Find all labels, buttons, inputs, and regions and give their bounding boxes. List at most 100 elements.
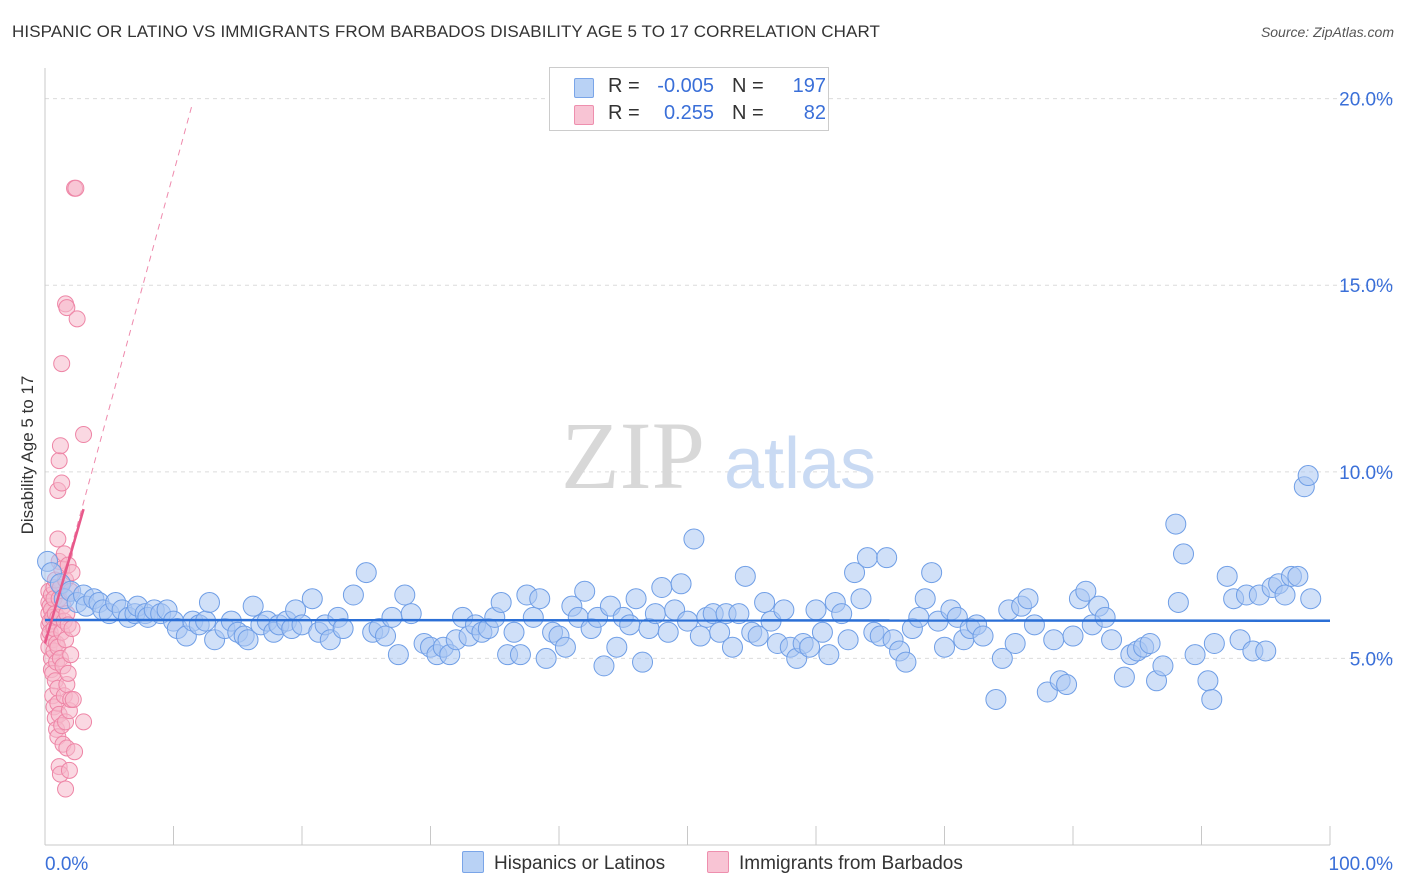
data-point-hispanic [728, 603, 750, 625]
data-point-barbados [49, 530, 67, 548]
data-point-hispanic [1203, 632, 1225, 654]
data-point-hispanic [799, 636, 821, 658]
data-point-hispanic [934, 636, 955, 658]
data-point-hispanic [721, 636, 743, 658]
data-point-barbados [68, 310, 86, 328]
legend-n-label: N = [732, 102, 764, 124]
data-point-hispanic [683, 528, 705, 550]
x-tick-label-max: 100.0% [1329, 854, 1394, 875]
data-point-barbados [57, 780, 75, 798]
data-point-hispanic [1139, 632, 1161, 654]
bottom-legend-label: Immigrants from Barbados [739, 853, 963, 874]
data-point-hispanic [529, 588, 551, 610]
data-point-hispanic [355, 562, 377, 584]
bottom-legend-barbados: Immigrants from Barbados [707, 851, 963, 875]
data-point-hispanic [1300, 588, 1322, 610]
data-point-hispanic [301, 588, 323, 610]
axes [44, 68, 1331, 846]
data-point-barbados [53, 474, 71, 492]
data-point-barbados [60, 761, 78, 779]
data-point-hispanic [895, 651, 917, 673]
data-point-hispanic [625, 588, 647, 610]
data-point-hispanic [689, 625, 711, 647]
data-point-hispanic [670, 573, 692, 595]
legend-swatch-pink [574, 105, 594, 125]
data-point-hispanic [657, 621, 679, 643]
data-point-hispanic [651, 577, 673, 599]
data-point-hispanic [400, 603, 422, 625]
data-point-hispanic [554, 636, 576, 658]
data-point-hispanic [1062, 625, 1084, 647]
data-point-hispanic [237, 629, 259, 651]
data-point-hispanic [1023, 614, 1045, 636]
y-tick-label: 15.0% [1339, 276, 1393, 297]
data-point-barbados [75, 426, 93, 444]
data-point-hispanic [991, 647, 1013, 669]
data-point-hispanic [1165, 513, 1187, 535]
source-label: Source: ZipAtlas.com [1260, 24, 1394, 40]
data-point-hispanic [850, 588, 872, 610]
data-point-hispanic [1004, 632, 1026, 654]
data-point-hispanic [1167, 591, 1189, 613]
watermark: ZIP atlas [561, 402, 876, 509]
data-point-hispanic [490, 591, 512, 613]
correlation-legend: R = -0.005 N = 197 R = 0.255 N = 82 [549, 67, 829, 131]
bottom-legend-label: Hispanics or Latinos [494, 853, 666, 874]
legend-n-label: N = [732, 75, 764, 97]
data-point-hispanic [375, 625, 397, 647]
data-point-barbados [50, 452, 68, 470]
data-point-barbados [64, 690, 82, 708]
data-point-barbados [53, 355, 71, 373]
data-point-hispanic [342, 584, 364, 606]
data-point-barbados [51, 437, 69, 455]
data-point-hispanic [619, 614, 641, 636]
bottom-legend-swatch-pink [707, 851, 729, 873]
data-point-hispanic [606, 636, 628, 658]
gridlines [45, 98, 1393, 659]
data-point-hispanic [1197, 670, 1219, 692]
data-point-hispanic [198, 591, 220, 613]
data-point-barbados [67, 179, 85, 197]
data-point-hispanic [509, 644, 531, 666]
data-point-hispanic [242, 595, 264, 617]
bottom-legend-hispanic: Hispanics or Latinos [462, 851, 665, 875]
data-point-hispanic [811, 621, 833, 643]
data-point-barbados [59, 664, 77, 682]
trend-line-barbados [43, 508, 85, 644]
watermark-zip: ZIP [561, 402, 705, 509]
data-point-barbados [63, 620, 81, 638]
legend-r-label: R = [608, 75, 640, 97]
data-point-hispanic [1201, 688, 1223, 710]
bottom-legend-swatch-blue [462, 851, 484, 873]
data-point-hispanic [921, 562, 943, 584]
data-point-hispanic [1184, 644, 1206, 666]
data-point-hispanic [535, 647, 557, 669]
data-point-hispanic [574, 580, 596, 602]
data-point-hispanic [805, 599, 827, 621]
data-point-hispanic [908, 606, 930, 628]
data-point-barbados [58, 299, 76, 317]
data-point-barbados [75, 713, 93, 731]
data-point-hispanic [503, 621, 525, 643]
trend-lines [43, 102, 1331, 644]
data-point-hispanic [1043, 629, 1065, 651]
data-point-hispanic [1173, 543, 1195, 565]
data-point-hispanic [856, 547, 878, 569]
data-point-barbados [62, 646, 80, 664]
series-hispanic-points [37, 465, 1322, 710]
series-barbados-points [40, 179, 93, 798]
legend-r-label: R = [608, 102, 640, 124]
y-axis-label: Disability Age 5 to 17 [18, 375, 37, 535]
data-point-hispanic [1094, 606, 1116, 628]
chart-title: HISPANIC OR LATINO VS IMMIGRANTS FROM BA… [12, 22, 881, 41]
data-point-hispanic [1056, 674, 1078, 696]
legend-r-value: -0.005 [657, 75, 714, 97]
data-point-hispanic [1287, 565, 1309, 587]
data-point-hispanic [734, 565, 756, 587]
data-point-hispanic [876, 547, 898, 569]
data-point-hispanic [818, 644, 840, 666]
data-point-hispanic [632, 651, 654, 673]
data-point-hispanic [831, 603, 853, 625]
data-point-hispanic [1075, 580, 1097, 602]
